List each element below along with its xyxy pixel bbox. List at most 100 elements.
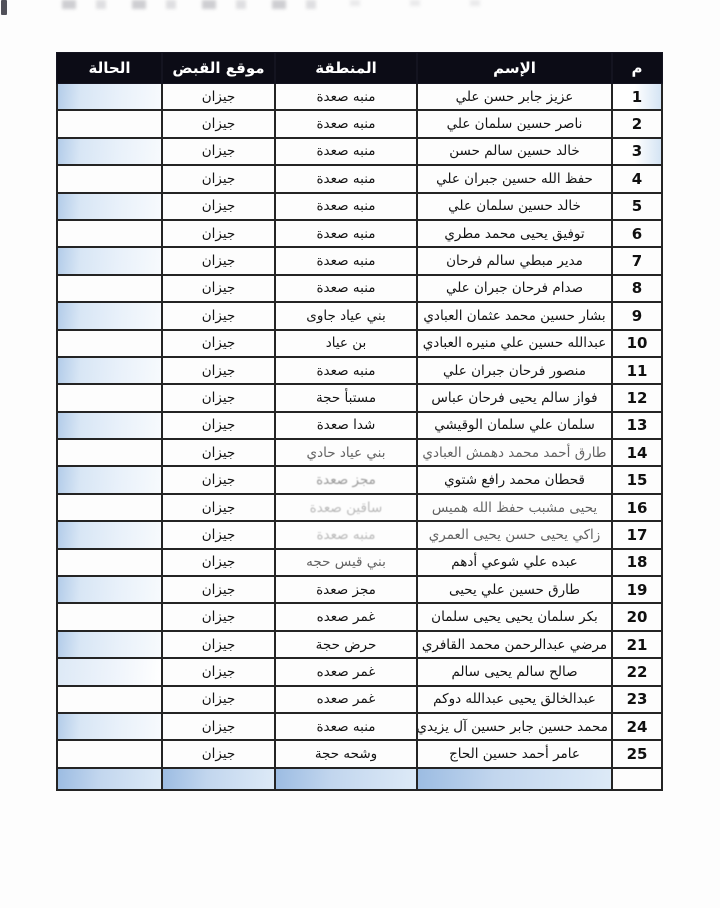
cell-num: 22 [611,657,663,687]
cell-location: جيزان [161,602,276,632]
table-row: 19 طارق حسين علي يحيى مجز صعدة جيزان [56,575,663,605]
detainees-table: م الإسم المنطقة موقع القبض الحالة 1 عزيز جابر… [56,52,663,791]
cell-num: 13 [611,410,663,441]
cell-num: 11 [611,355,663,386]
cell-num: 19 [611,575,663,605]
cell-status [56,711,163,742]
table-row: 3 خالد حسين سالم حسن منبه صعدة جيزان [56,136,663,167]
table-row: 4 حفظ الله حسين جبران علي منبه صعدة جيزان [56,164,663,194]
cell-location: جيزان [161,218,276,249]
table-row: 12 فواز سالم يحيى فرحان عباس مستبأ حجة جيزا… [56,383,663,413]
cell-status [56,355,163,386]
cell-name: خالد حسين سلمان علي [416,191,613,221]
cell-name: خالد حسين سالم حسن [416,136,613,167]
cell-location: جيزان [161,109,276,139]
table-header: م الإسم المنطقة موقع القبض الحالة [56,52,663,84]
column-header-name: الإسم [416,52,613,84]
cell-num: 10 [611,328,663,358]
cell-location: جيزان [161,301,276,331]
cell-status [56,136,163,167]
cell-region: منبه صعدة [274,164,418,194]
cell-location: جيزان [161,191,276,221]
header-row: م الإسم المنطقة موقع القبض الحالة [56,52,663,84]
scan-top-smudge-2 [350,0,530,6]
table-row: 20 بكر سلمان يحيى يحيى سلمان غمر صعده جيزان [56,602,663,632]
cell-location: جيزان [161,492,276,523]
cell-region: شدا صعدة [274,410,418,441]
cell-name: بشار حسين محمد عثمان العبادي [416,301,613,331]
cell-status [56,273,163,304]
table-body: 1 عزيز جابر حسن علي منبه صعدة جيزان 2 ناصر حس… [56,81,663,791]
cell-region: منبه صعدة [274,355,418,386]
table-row: 9 بشار حسين محمد عثمان العبادي بني عياد جا… [56,301,663,331]
cell-name: قحطان محمد رافع شتوي [416,465,613,495]
cell-location: جيزان [161,684,276,714]
cell-status [56,575,163,605]
cell-name: محمد حسين جابر حسين آل يزيدي [416,711,613,742]
cell-name: عبدالله حسين علي منيره العبادي [416,328,613,358]
cell-status [56,301,163,331]
cell-status [56,547,163,578]
cell-location: جيزان [161,465,276,495]
cell-num: 20 [611,602,663,632]
cell-location: جيزان [161,164,276,194]
cell-status [56,739,163,769]
cell-location: جيزان [161,711,276,742]
cell-location: جيزان [161,547,276,578]
column-header-status: الحالة [56,52,163,84]
cell-status [56,191,163,221]
cell-location: جيزان [161,657,276,687]
table-row: 21 مرضي عبدالرحمن محمد القافري حرض حجة جيزا… [56,629,663,660]
cell-region: منبه صعدة [274,711,418,742]
cell-num: 15 [611,465,663,495]
cell-name: منصور فرحان جبران علي [416,355,613,386]
cell-name: سلمان علي سلمان الوقيشي [416,410,613,441]
cell-status [56,684,163,714]
cell-region: وشحه حجة [274,739,418,769]
cell-region: مستبأ حجة [274,383,418,413]
empty-row [56,766,663,791]
empty-cell-name [416,766,613,791]
table-row: 7 مدير مبطي سالم فرحان منبه صعدة جيزان [56,246,663,276]
cell-region: غمر صعده [274,602,418,632]
cell-region: مجز صعدة [274,465,418,495]
table-row: 11 منصور فرحان جبران علي منبه صعدة جيزان [56,355,663,386]
cell-name: يحيى مشبب حفظ الله هميس [416,492,613,523]
cell-location: جيزان [161,410,276,441]
cell-status [56,109,163,139]
cell-region: بني عياد حادي [274,438,418,468]
table-row: 14 طارق أحمد محمد دهمش العبادي بني عياد حا… [56,438,663,468]
cell-location: جيزان [161,246,276,276]
cell-status [56,218,163,249]
cell-location: جيزان [161,355,276,386]
table-row: 1 عزيز جابر حسن علي منبه صعدة جيزان [56,81,663,112]
cell-name: صالح سالم يحيى سالم [416,657,613,687]
table-row: 8 صدام فرحان جبران علي منبه صعدة جيزان [56,273,663,304]
table-row: 16 يحيى مشبب حفظ الله هميس ساقين صعدة جيزان [56,492,663,523]
cell-location: جيزان [161,383,276,413]
cell-num: 2 [611,109,663,139]
cell-name: حفظ الله حسين جبران علي [416,164,613,194]
cell-region: مجز صعدة [274,575,418,605]
empty-cell-location [161,766,276,791]
cell-num: 14 [611,438,663,468]
cell-region: حرض حجة [274,629,418,660]
cell-name: ناصر حسين سلمان علي [416,109,613,139]
table-row: 24 محمد حسين جابر حسين آل يزيدي منبه صعدة ج… [56,711,663,742]
empty-cell-region [274,766,418,791]
table-row: 22 صالح سالم يحيى سالم غمر صعده جيزان [56,657,663,687]
cell-status [56,383,163,413]
cell-region: غمر صعده [274,657,418,687]
cell-region: بن عياد [274,328,418,358]
cell-status [56,629,163,660]
column-header-num: م [611,52,663,84]
cell-num: 16 [611,492,663,523]
cell-num: 24 [611,711,663,742]
cell-num: 18 [611,547,663,578]
empty-cell-num [611,766,663,791]
cell-name: عبدالخالق يحيى عبدالله دوكم [416,684,613,714]
cell-num: 6 [611,218,663,249]
cell-name: عزيز جابر حسن علي [416,81,613,112]
table-row: 17 زاكي يحيى حسن يحيى العمري منبه صعدة جيزا… [56,520,663,550]
